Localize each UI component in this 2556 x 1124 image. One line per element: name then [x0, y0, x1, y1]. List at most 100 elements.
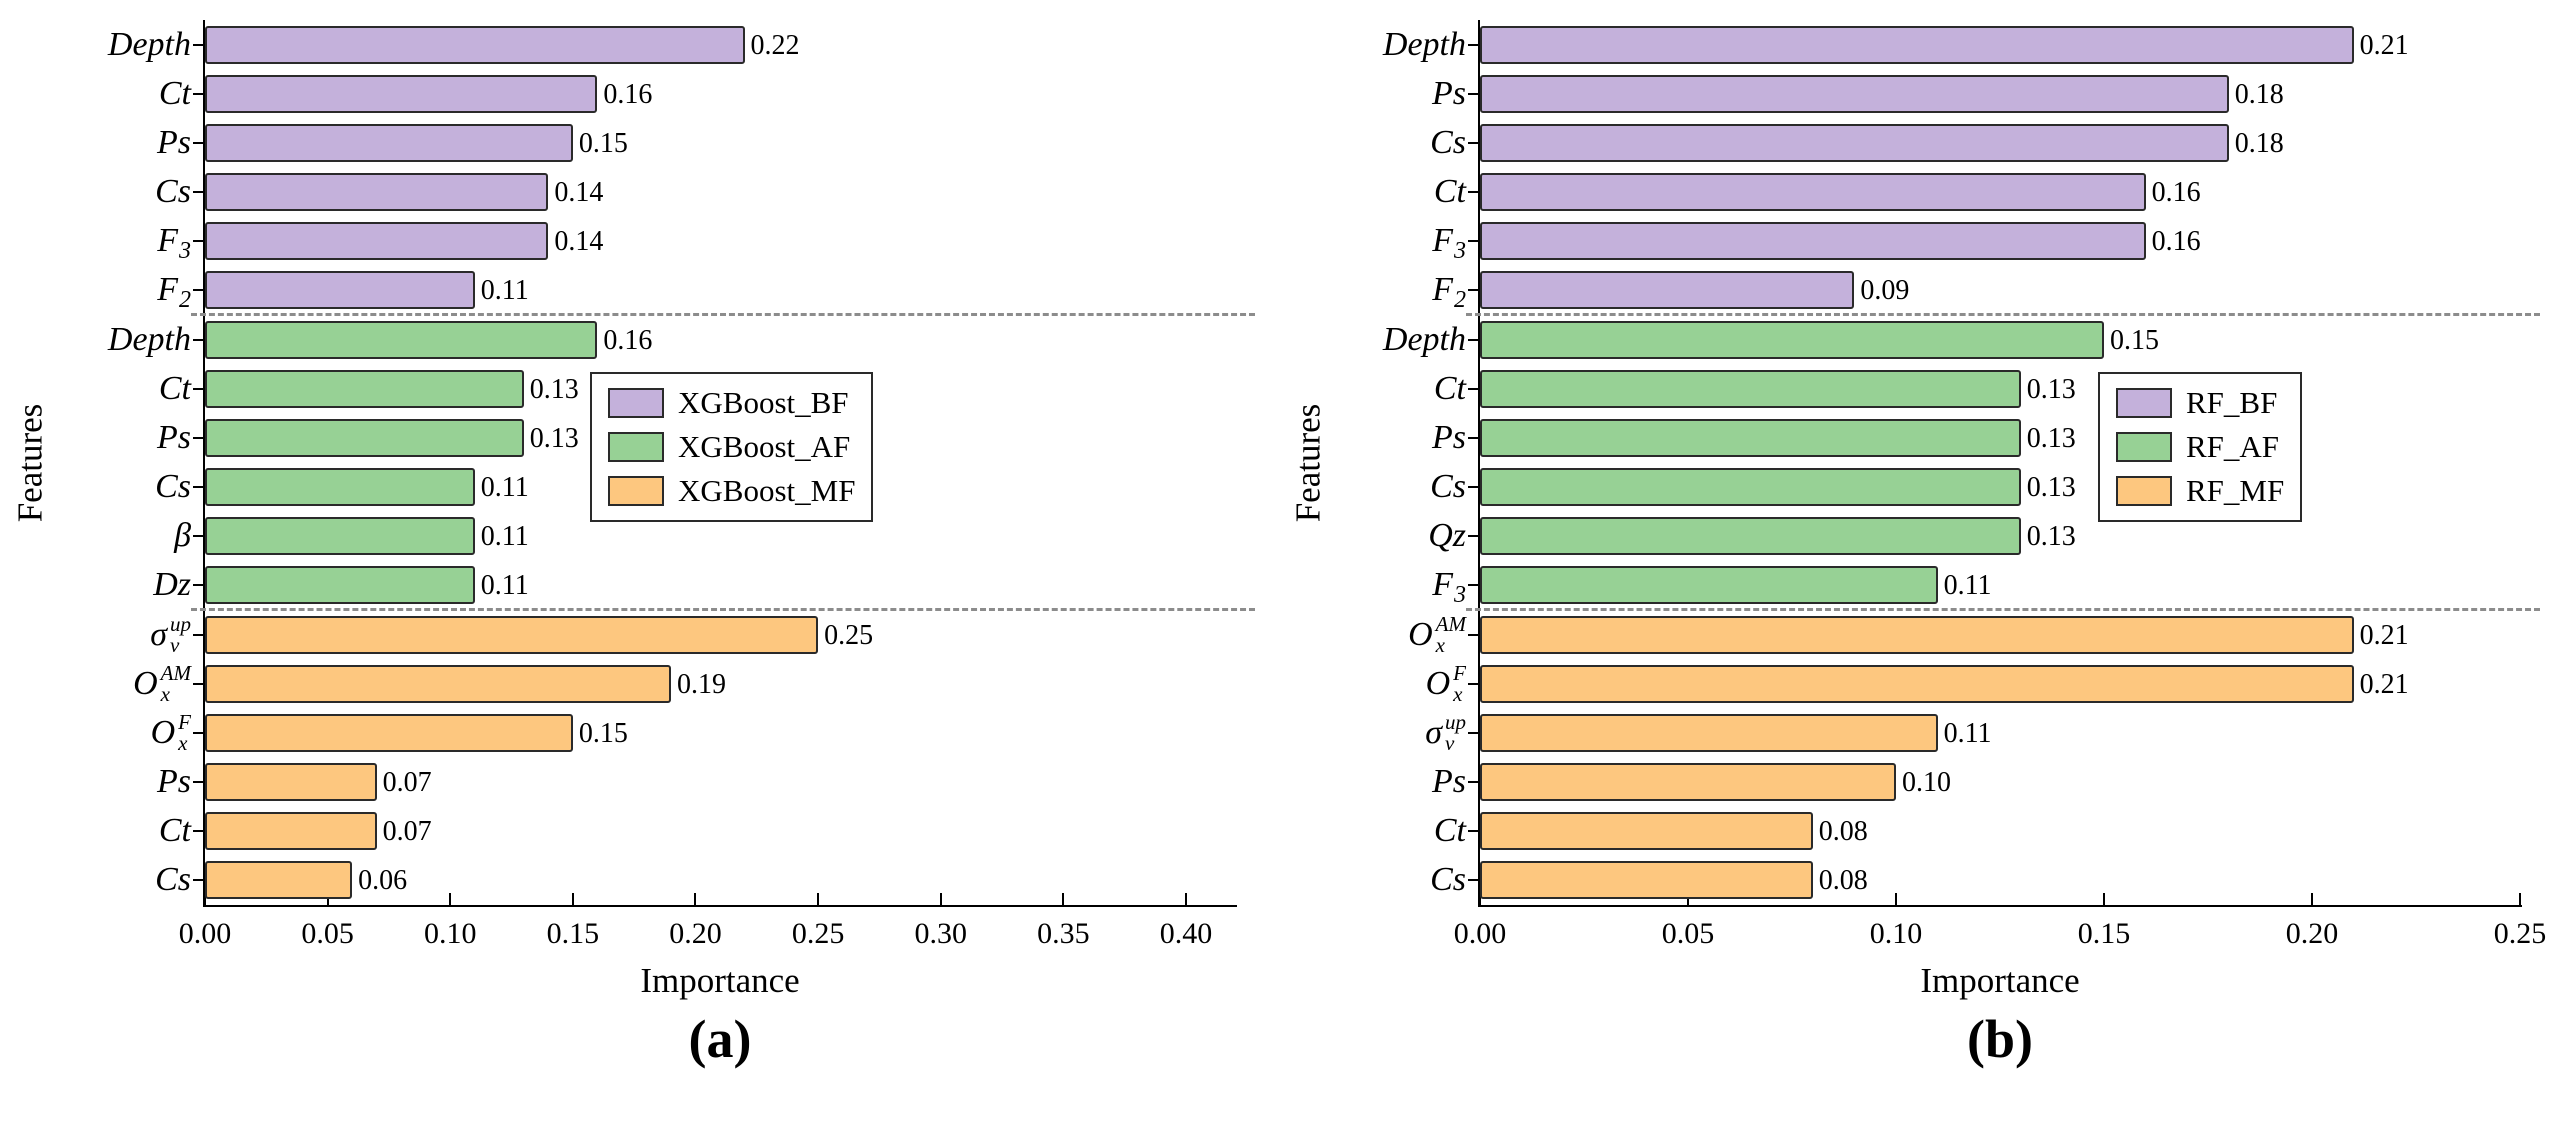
x-axis-line	[1478, 905, 2522, 907]
feature-symbol: Ps	[1432, 763, 1466, 801]
bar-XGBoost_MF	[205, 812, 377, 851]
legend-label: XGBoost_BF	[678, 385, 849, 420]
bar-value-label: 0.18	[2234, 127, 2284, 159]
feature-label: O AM x	[0, 659, 191, 708]
x-tick-label: 0.05	[301, 917, 354, 950]
feature-subscript: x	[1435, 632, 1445, 657]
bar-XGBoost_MF	[205, 861, 353, 900]
x-tick	[2519, 893, 2521, 905]
legend-item: XGBoost_AF	[608, 429, 855, 464]
y-tick	[193, 781, 203, 784]
bar-XGBoost_BF	[205, 173, 549, 212]
legend-label: RF_MF	[2186, 473, 2285, 509]
x-axis-title: Importance	[1920, 961, 2080, 1000]
y-tick	[1468, 387, 1478, 390]
x-tick	[694, 893, 697, 905]
chart-panel-a: 0.00 0.05 0.10 0.15 0.20 0.25 0.30 0.35 0.40 Impo…	[0, 20, 1255, 1069]
legend-item: RF_AF	[2116, 429, 2284, 464]
panel-label: (a)	[688, 1009, 752, 1069]
bar-value-label: 0.13	[2026, 373, 2076, 405]
feature-symbol: O	[1408, 615, 1433, 653]
legend: XGBoost_BF XGBoost_AF XGBoost_MF	[590, 372, 874, 523]
x-tick-label: 0.15	[2077, 917, 2131, 950]
y-axis-line	[203, 20, 205, 907]
feature-subscript: 3	[1454, 582, 1466, 609]
y-tick	[193, 43, 203, 46]
bar-value-label: 0.21	[2359, 619, 2409, 651]
x-tick-label: 0.15	[546, 917, 600, 950]
bar-value-label: 0.21	[2359, 29, 2409, 61]
x-tick-label: 0.25	[2493, 917, 2547, 950]
y-tick	[193, 92, 203, 95]
feature-superscript: up	[1445, 709, 1466, 734]
feature-subscript: x	[160, 681, 170, 706]
feature-subscript: 2	[179, 287, 191, 314]
feature-label: Ct	[1268, 807, 1466, 856]
feature-symbol: Depth	[107, 25, 191, 63]
feature-subscript: 2	[1454, 287, 1466, 314]
x-tick-label: 0.05	[1661, 917, 1715, 950]
feature-label: Ps	[1268, 69, 1466, 118]
bar-XGBoost_AF	[205, 468, 475, 507]
feature-label: Ct	[0, 807, 191, 856]
legend-item: XGBoost_BF	[608, 385, 855, 420]
bar-XGBoost_AF	[205, 369, 524, 408]
legend-label: XGBoost_MF	[678, 473, 856, 509]
bar-RF_MF	[1480, 713, 1938, 752]
y-tick	[1468, 338, 1478, 341]
feature-subscript: x	[178, 730, 188, 755]
bar-value-label: 0.16	[2151, 226, 2201, 258]
feature-symbol: O	[133, 664, 158, 702]
bar-XGBoost_AF	[205, 517, 475, 556]
feature-label: Cs	[0, 168, 191, 217]
y-tick	[1468, 240, 1478, 243]
bar-RF_BF	[1480, 25, 2354, 64]
feature-symbol: Dz	[153, 566, 191, 604]
feature-symbol: Ct	[158, 812, 191, 850]
bar-RF_MF	[1480, 664, 2354, 703]
y-tick	[1468, 43, 1478, 46]
bar-value-label: 0.07	[382, 816, 432, 848]
y-tick	[193, 682, 203, 685]
bar-RF_BF	[1480, 74, 2229, 113]
y-tick	[193, 633, 203, 636]
bar-value-label: 0.13	[529, 373, 579, 405]
feature-symbol: Ct	[1433, 812, 1466, 850]
y-tick	[1468, 436, 1478, 439]
bar-value-label: 0.11	[1943, 570, 1992, 602]
bar-value-label: 0.11	[480, 521, 529, 553]
feature-symbol: Qz	[1428, 517, 1466, 555]
x-tick	[204, 893, 206, 905]
feature-symbol: Depth	[107, 320, 191, 358]
x-tick-label: 0.30	[914, 917, 967, 950]
bar-RF_MF	[1480, 812, 1813, 851]
bar-RF_BF	[1480, 271, 1855, 310]
y-tick	[193, 535, 203, 538]
y-tick	[1468, 830, 1478, 833]
x-tick	[1184, 893, 1187, 905]
bar-RF_AF	[1480, 418, 2021, 457]
feature-symbol: Cs	[155, 173, 191, 211]
panel-label: (b)	[1967, 1009, 2033, 1069]
x-tick-label: 0.25	[791, 917, 845, 950]
feature-superscript: AM	[1435, 611, 1466, 636]
bar-value-label: 0.14	[554, 226, 604, 258]
bar-value-label: 0.13	[529, 422, 579, 454]
bar-RF_AF	[1480, 566, 1938, 605]
legend-item: RF_MF	[2116, 474, 2284, 508]
feature-label: β	[0, 512, 191, 561]
y-tick	[193, 141, 203, 144]
bar-value-label: 0.08	[1818, 865, 1868, 897]
x-tick	[1062, 893, 1065, 905]
feature-label: Cs	[1268, 118, 1466, 167]
group-separator	[1466, 608, 2540, 611]
bar-value-label: 0.13	[2026, 521, 2076, 553]
bar-XGBoost_MF	[205, 763, 377, 802]
bar-value-label: 0.21	[2359, 668, 2409, 700]
feature-symbol: O	[1425, 664, 1451, 702]
y-tick	[1468, 191, 1478, 194]
y-tick	[193, 338, 203, 341]
